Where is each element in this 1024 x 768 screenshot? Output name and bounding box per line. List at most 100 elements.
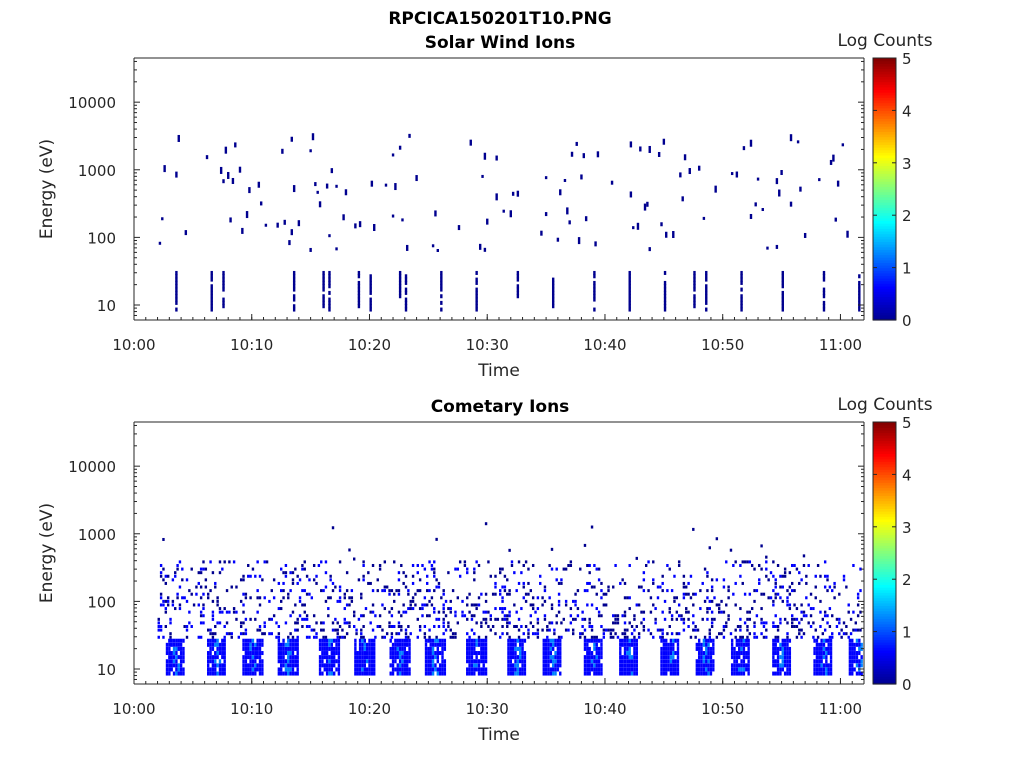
heatmap-cell	[398, 270, 402, 275]
heatmap-cell	[628, 651, 631, 656]
heatmap-cell	[354, 663, 357, 668]
heatmap-cell	[848, 646, 852, 651]
heatmap-cell	[427, 659, 430, 664]
heatmap-cell	[710, 585, 714, 589]
heatmap-cell	[695, 659, 699, 664]
heatmap-cell	[404, 287, 408, 292]
colorbar-segment	[873, 120, 896, 125]
heatmap-cell	[742, 671, 746, 676]
heatmap-cell	[609, 632, 613, 636]
heatmap-cell	[783, 642, 787, 647]
heatmap-cell	[249, 655, 252, 660]
heatmap-cell	[473, 603, 476, 607]
colorbar-segment	[873, 249, 896, 253]
heatmap-cell	[323, 663, 326, 668]
heatmap-cell	[600, 596, 603, 600]
heatmap-cell	[328, 277, 331, 282]
heatmap-cell	[315, 635, 318, 639]
heatmap-cell	[621, 659, 624, 664]
colorbar-segment	[873, 133, 896, 138]
heatmap-cell	[405, 651, 409, 656]
heatmap-cell	[261, 651, 264, 656]
heatmap-cell	[228, 632, 231, 636]
heatmap-cell	[516, 655, 520, 660]
heatmap-cell	[214, 642, 217, 647]
heatmap-cell	[621, 642, 624, 647]
heatmap-cell	[829, 651, 833, 656]
heatmap-cell	[305, 614, 309, 618]
heatmap-cell	[635, 663, 638, 668]
heatmap-cell	[277, 632, 281, 636]
heatmap-cell	[760, 607, 763, 611]
heatmap-cell	[586, 667, 589, 672]
heatmap-cell	[242, 574, 245, 578]
heatmap-cell	[258, 642, 262, 647]
heatmap-cell	[672, 663, 675, 668]
heatmap-cell	[663, 300, 667, 305]
heatmap-cell	[409, 607, 412, 611]
heatmap-cell	[473, 671, 476, 676]
heatmap-cell	[369, 274, 372, 279]
heatmap-cell	[291, 638, 295, 643]
heatmap-cell	[553, 628, 556, 632]
heatmap-cell	[827, 651, 830, 656]
heatmap-cell	[437, 610, 441, 614]
heatmap-cell	[197, 635, 200, 639]
heatmap-cell	[815, 651, 819, 656]
heatmap-cell	[825, 659, 828, 664]
heatmap-cell	[507, 655, 510, 660]
heatmap-cell	[218, 651, 222, 656]
heatmap-cell	[628, 563, 631, 567]
heatmap-cell	[814, 574, 817, 578]
heatmap-cell	[536, 621, 540, 625]
colorbar-segment	[873, 154, 896, 159]
heatmap-cell	[776, 638, 780, 643]
heatmap-cell	[734, 560, 737, 564]
heatmap-cell	[600, 614, 603, 618]
heatmap-cell	[742, 642, 746, 647]
colorbar-segment	[873, 560, 896, 565]
heatmap-cell	[635, 655, 638, 660]
heatmap-cell	[855, 638, 859, 643]
heatmap-cell	[400, 614, 403, 618]
colorbar-segment	[873, 621, 896, 625]
heatmap-cell	[405, 663, 409, 668]
heatmap-cell	[393, 599, 396, 603]
heatmap-cell	[223, 646, 226, 651]
heatmap-cell	[822, 270, 826, 275]
heatmap-cell	[362, 563, 365, 567]
heatmap-cell	[682, 585, 686, 589]
heatmap-cell	[705, 284, 708, 289]
heatmap-cell	[531, 563, 535, 567]
heatmap-cell	[633, 651, 636, 656]
heatmap-cell	[230, 635, 233, 639]
heatmap-cell	[221, 663, 224, 668]
heatmap-cell	[738, 642, 741, 647]
heatmap-cell	[210, 297, 213, 302]
heatmap-cell	[628, 659, 631, 664]
heatmap-cell	[536, 607, 540, 611]
heatmap-cell	[484, 638, 488, 643]
heatmap-cell	[261, 667, 264, 672]
heatmap-cell	[776, 628, 780, 632]
heatmap-cell	[623, 632, 627, 636]
heatmap-cell	[185, 578, 189, 582]
heatmap-cell	[541, 603, 544, 607]
heatmap-cell	[388, 592, 391, 596]
heatmap-cell	[663, 270, 667, 275]
heatmap-cell	[709, 667, 713, 672]
heatmap-cell	[823, 560, 827, 564]
heatmap-cell	[172, 671, 176, 676]
heatmap-cell	[211, 638, 215, 643]
heatmap-cell	[586, 638, 589, 643]
heatmap-cell	[354, 642, 357, 647]
heatmap-cell	[855, 671, 859, 676]
heatmap-cell	[370, 651, 374, 656]
heatmap-cell	[244, 659, 248, 664]
heatmap-cell	[600, 589, 603, 593]
heatmap-cell	[473, 614, 476, 618]
heatmap-cell	[202, 621, 205, 625]
heatmap-cell	[277, 667, 281, 672]
heatmap-cell	[715, 578, 719, 582]
heatmap-cell	[753, 625, 756, 629]
